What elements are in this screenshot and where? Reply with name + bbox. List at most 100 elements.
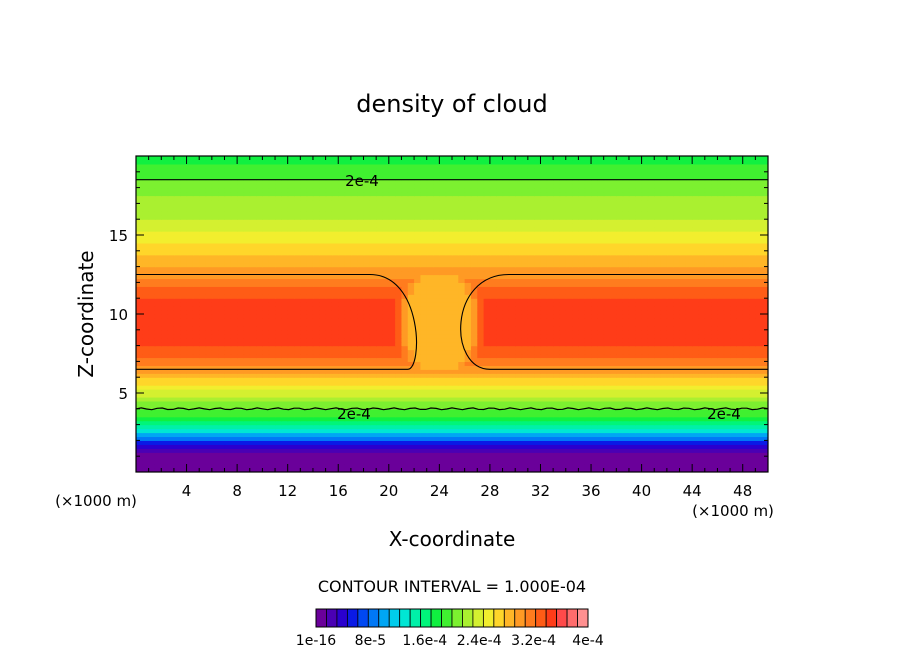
heatmap-cell [736,381,744,386]
heatmap-cell [647,306,655,311]
heatmap-cell [692,357,700,362]
heatmap-cell [142,420,150,426]
heatmap-cell [167,444,175,449]
heatmap-cell [527,353,535,359]
heatmap-cell [578,282,586,287]
heatmap-cell [395,428,403,434]
heatmap-cell [414,365,421,370]
heatmap-cell [161,361,169,366]
heatmap-cell [142,436,150,441]
heatmap-cell [470,325,478,331]
heatmap-cell [300,404,308,410]
heatmap-cell [401,357,409,362]
heatmap-cell [660,404,668,410]
heatmap-cell [382,464,390,469]
heatmap-cell [591,329,598,335]
heatmap-cell [376,381,384,386]
heatmap-cell [679,345,687,351]
heatmap-cell [445,440,453,445]
heatmap-cell [331,333,339,339]
heatmap-cell [230,333,238,339]
heatmap-cell [142,353,150,359]
heatmap-cell [452,341,459,347]
heatmap-cell [230,286,238,291]
heatmap-cell [199,365,207,370]
heatmap-cell [591,460,598,465]
heatmap-cell [464,464,472,469]
heatmap-cell [761,396,768,402]
heatmap-cell [597,468,605,472]
heatmap-cell [685,345,693,351]
heatmap-cell [584,314,592,319]
heatmap-cell [350,448,358,453]
heatmap-cell [508,412,516,418]
heatmap-cell [306,341,314,347]
heatmap-cell [199,389,207,394]
heatmap-cell [161,460,169,465]
heatmap-cell [603,310,611,315]
heatmap-cell [470,432,478,438]
heatmap-cell [572,444,579,449]
heatmap-cell [730,456,737,461]
heatmap-cell [559,369,567,374]
heatmap-cell [483,282,491,287]
heatmap-cell [515,456,523,461]
heatmap-cell [148,345,156,351]
heatmap-cell [268,400,276,406]
heatmap-cell [344,353,352,359]
heatmap-cell [205,349,213,355]
heatmap-cell [275,400,282,406]
heatmap-cell [464,393,472,398]
heatmap-cell [439,314,447,319]
heatmap-cell [224,456,232,461]
heatmap-cell [692,310,700,315]
heatmap-cell [211,448,219,453]
heatmap-cell [755,317,763,323]
heatmap-cell [192,385,200,390]
heatmap-cell [136,329,143,335]
heatmap-cell [496,349,504,355]
heatmap-cell [464,369,472,374]
heatmap-cell [445,412,453,418]
heatmap-cell [717,440,725,445]
heatmap-cell [426,290,434,295]
heatmap-cell [647,325,655,331]
heatmap-cell [186,365,194,370]
heatmap-cell [136,317,143,323]
heatmap-cell [704,440,712,445]
heatmap-cell [578,345,586,351]
heatmap-cell [287,353,295,359]
heatmap-cell [534,306,542,311]
heatmap-cell [439,424,447,430]
heatmap-cell [294,444,301,449]
heatmap-cell [325,310,333,315]
heatmap-cell [230,349,238,355]
heatmap-cell [496,448,504,453]
heatmap-cell [161,365,169,370]
heatmap-cell [534,349,542,355]
heatmap-cell [692,385,700,390]
heatmap-cell [249,377,257,382]
heatmap-cell [515,373,523,378]
heatmap-cell [635,396,643,402]
heatmap-cell [161,448,169,453]
heatmap-cell [344,468,352,472]
heatmap-cell [414,389,421,394]
heatmap-cell [673,404,681,410]
heatmap-cell [433,333,440,339]
heatmap-cell [723,412,731,418]
heatmap-cell [331,345,339,351]
heatmap-cell [565,274,573,280]
heatmap-cell [546,321,554,327]
heatmap-cell [237,456,245,461]
heatmap-cell [730,393,737,398]
heatmap-cell [660,436,668,441]
heatmap-cell [610,404,617,410]
heatmap-cell [540,448,548,453]
heatmap-cell [761,428,768,434]
heatmap-cell [382,404,390,410]
heatmap-cell [205,282,213,287]
heatmap-cell [628,393,636,398]
heatmap-cell [186,349,194,355]
heatmap-cell [470,321,478,327]
